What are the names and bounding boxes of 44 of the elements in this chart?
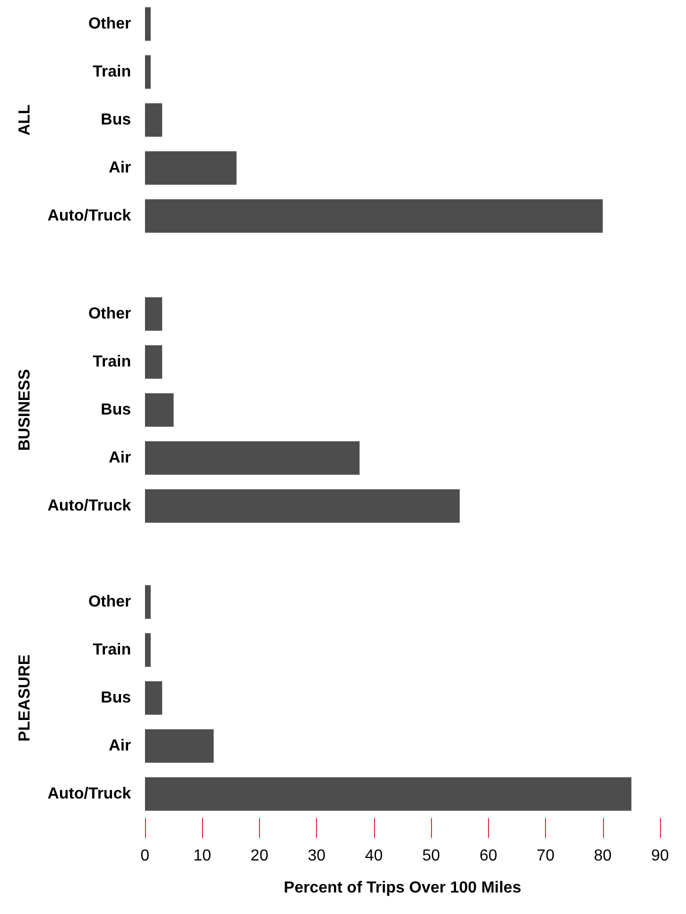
bar <box>145 55 151 89</box>
y-axis-title: PLEASURE <box>16 654 34 742</box>
x-tick-label: 70 <box>536 848 555 864</box>
y-tick-label: Air <box>108 738 131 754</box>
bar <box>145 729 214 763</box>
y-axis-title: BUSINESS <box>16 368 34 451</box>
y-tick-label: Bus <box>100 112 132 128</box>
bar <box>145 681 162 715</box>
y-tick-label: Bus <box>100 402 132 418</box>
bar <box>145 199 603 233</box>
x-tick-label: 90 <box>651 848 669 864</box>
y-tick-label: Auto/Truck <box>47 498 132 514</box>
y-tick-label: Air <box>108 160 131 176</box>
y-tick-label: Air <box>108 450 131 466</box>
bar <box>145 489 460 523</box>
bar <box>145 441 360 475</box>
y-tick-label: Other <box>88 16 131 32</box>
bar <box>145 633 151 667</box>
x-tick-label: 10 <box>193 848 212 864</box>
y-tick-label: Train <box>92 354 131 370</box>
x-tick-label: 40 <box>364 848 383 864</box>
x-tick-label: 30 <box>308 848 326 864</box>
bar <box>145 151 237 185</box>
y-axis-title: ALL <box>16 104 34 136</box>
y-tick-label: Train <box>92 64 131 80</box>
y-tick-label: Bus <box>100 690 132 706</box>
bar <box>145 297 162 331</box>
bar <box>145 103 162 137</box>
y-tick-label: Other <box>88 306 131 322</box>
y-tick-label: Auto/Truck <box>47 208 132 224</box>
bar <box>145 7 151 41</box>
y-tick-label: Auto/Truck <box>47 786 132 802</box>
bar <box>145 585 151 619</box>
x-axis-title: Percent of Trips Over 100 Miles <box>284 880 522 896</box>
bar <box>145 777 632 811</box>
bar <box>145 393 174 427</box>
x-tick-label: 20 <box>250 848 268 864</box>
x-tick-label: 80 <box>594 848 612 864</box>
x-tick-label: 50 <box>422 848 440 864</box>
y-tick-label: Train <box>92 642 131 658</box>
x-tick-label: 0 <box>140 848 150 864</box>
x-tick-label: 60 <box>479 848 498 864</box>
y-tick-label: Other <box>88 594 131 610</box>
bar <box>145 345 162 379</box>
